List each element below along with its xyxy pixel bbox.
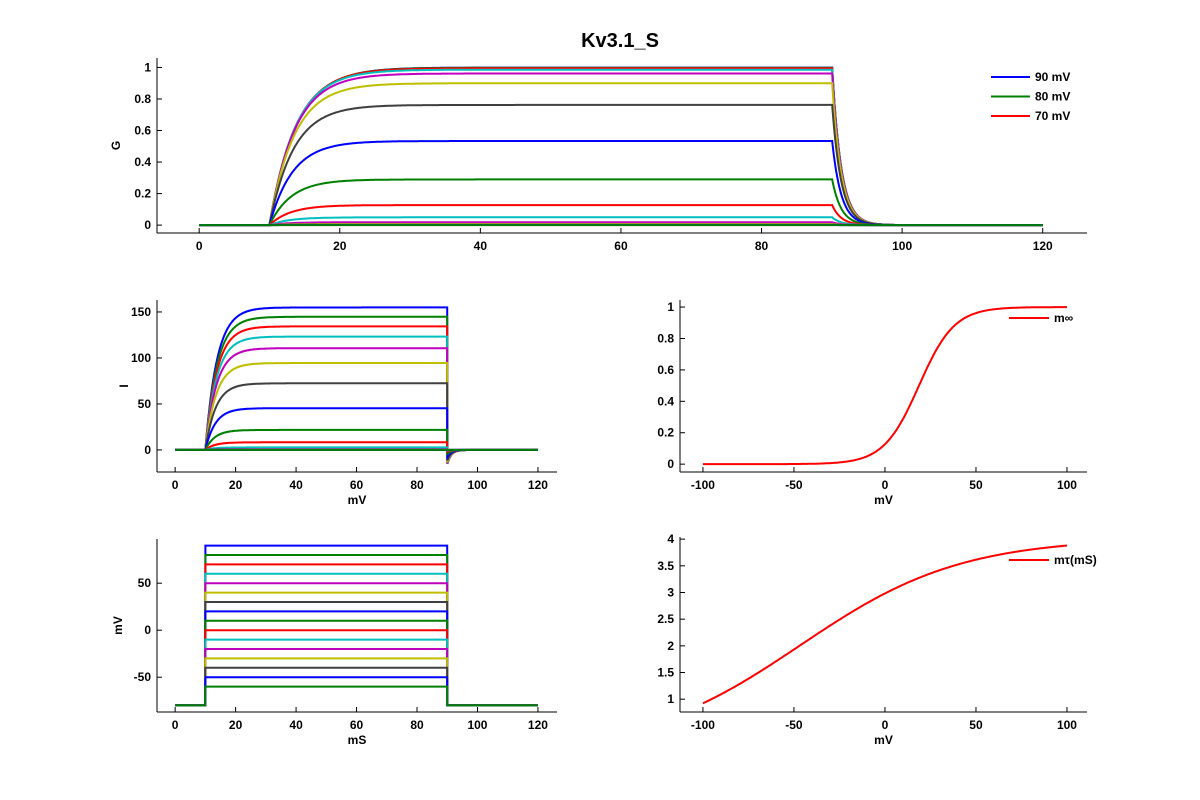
series-line-30mV	[175, 601, 538, 707]
y-tick-label: 0.4	[657, 394, 674, 408]
legend-label: 90 mV	[1035, 70, 1070, 84]
x-tick-label: -100	[691, 478, 715, 492]
x-tick-label: -100	[691, 718, 715, 732]
x-tick-label: 80	[410, 478, 424, 492]
y-tick-label: 150	[131, 305, 151, 319]
figure-title: Kv3.1_S	[581, 30, 659, 52]
x-tick-label: 100	[467, 478, 487, 492]
series-line-50mV	[175, 347, 538, 464]
x-tick-label: 0	[196, 239, 203, 253]
y-axis-label: G	[109, 141, 123, 150]
x-tick-label: -50	[785, 478, 803, 492]
series-line-minf	[702, 306, 1067, 466]
x-tick-label: 80	[410, 718, 424, 732]
x-tick-label: 0	[882, 718, 889, 732]
y-tick-label: -50	[134, 670, 152, 684]
series-group	[702, 544, 1068, 705]
y-tick-label: 1	[144, 60, 151, 74]
series-line-90mV	[175, 306, 538, 465]
legend: m∞	[1009, 311, 1073, 325]
x-tick-label: 0	[172, 478, 179, 492]
x-tick-label: -50	[785, 718, 803, 732]
y-tick-label: 0.6	[134, 124, 151, 138]
series-line-70mV	[199, 67, 1043, 227]
x-tick-label: 40	[289, 478, 303, 492]
axes-activation-time-constant: -100 -50 0 50 100 1 1.5 2 2.5 3 3.5 4 mV mτ(mS)	[657, 532, 1096, 747]
x-tick-label: 60	[614, 239, 628, 253]
series-line--30mV	[175, 657, 538, 707]
x-tick-label: 80	[755, 239, 769, 253]
x-tick-label: 50	[969, 478, 983, 492]
series-line--60mV	[175, 685, 538, 707]
legend: 90 mV 80 mV 70 mV	[991, 70, 1070, 123]
y-tick-label: 50	[138, 576, 152, 590]
x-tick-label: 100	[1057, 718, 1077, 732]
y-tick-label: 0	[144, 443, 151, 457]
x-tick-label: 100	[467, 718, 487, 732]
y-axis-label: I	[117, 384, 131, 387]
series-line-80mV	[199, 66, 1043, 227]
y-tick-label: 0.8	[134, 92, 151, 106]
x-axis-label: mV	[874, 733, 893, 747]
series-line-90mV	[175, 544, 538, 707]
y-tick-label: 3.5	[657, 559, 674, 573]
y-tick-label: 3	[667, 585, 674, 599]
x-axis-label: mV	[348, 493, 367, 507]
x-tick-label: 60	[350, 718, 364, 732]
series-group	[175, 306, 538, 465]
legend-label: m∞	[1054, 311, 1073, 325]
y-tick-label: 0.4	[134, 155, 151, 169]
y-tick-label: 2.5	[657, 612, 674, 626]
x-tick-label: 20	[229, 718, 243, 732]
axes-steady-state-activation: -100 -50 0 50 100 0 0.2 0.4 0.6 0.8 1 mV m∞	[657, 300, 1087, 507]
series-group	[702, 306, 1067, 466]
axes-voltage-protocol: 0 20 40 60 80 100 120 -50 0 50 mS mV	[111, 539, 557, 747]
y-tick-label: 50	[138, 397, 152, 411]
y-tick-label: 100	[131, 351, 151, 365]
series-group	[175, 544, 538, 707]
y-tick-label: 1.5	[657, 666, 674, 680]
x-tick-label: 60	[350, 478, 364, 492]
x-tick-label: 0	[882, 478, 889, 492]
axes-conductance: 0 20 40 60 80 100 120 0 0.2 0.4 0.6 0.8 1 G 90 mV 80 mV…	[109, 58, 1087, 253]
series-line--50mV	[175, 676, 538, 707]
y-tick-label: 1	[667, 692, 674, 706]
y-tick-label: 0.2	[134, 187, 151, 201]
x-tick-label: 40	[474, 239, 488, 253]
legend: mτ(mS)	[1009, 553, 1097, 567]
x-tick-label: 120	[1033, 239, 1053, 253]
y-axis-label: mV	[111, 616, 125, 635]
axes-current: 0 20 40 60 80 100 120 0 50 100 150 mV I	[117, 300, 557, 507]
series-line-60mV	[175, 335, 538, 464]
series-line-10mV	[175, 619, 538, 707]
x-tick-label: 50	[969, 718, 983, 732]
x-axis-label: mV	[874, 493, 893, 507]
x-tick-label: 20	[229, 478, 243, 492]
legend-label: 70 mV	[1035, 109, 1070, 123]
legend-label: mτ(mS)	[1054, 553, 1097, 567]
y-tick-label: 0	[144, 218, 151, 232]
series-line-mtau	[702, 544, 1068, 705]
y-tick-label: 0	[144, 623, 151, 637]
x-axis-label: mS	[348, 733, 367, 747]
y-tick-label: 2	[667, 639, 674, 653]
y-tick-label: 0.6	[657, 363, 674, 377]
series-line-70mV	[175, 563, 538, 707]
x-tick-label: 100	[1057, 478, 1077, 492]
y-tick-label: 0.8	[657, 331, 674, 345]
series-group	[199, 66, 1043, 227]
x-tick-label: 20	[333, 239, 347, 253]
x-tick-label: 100	[892, 239, 912, 253]
x-tick-label: 0	[172, 718, 179, 732]
y-tick-label: 1	[667, 300, 674, 314]
y-tick-label: 0.2	[657, 426, 674, 440]
x-tick-label: 40	[289, 718, 303, 732]
x-tick-label: 120	[528, 478, 548, 492]
y-tick-label: 0	[667, 457, 674, 471]
legend-label: 80 mV	[1035, 90, 1070, 104]
y-tick-label: 4	[667, 532, 674, 546]
x-tick-label: 120	[528, 718, 548, 732]
